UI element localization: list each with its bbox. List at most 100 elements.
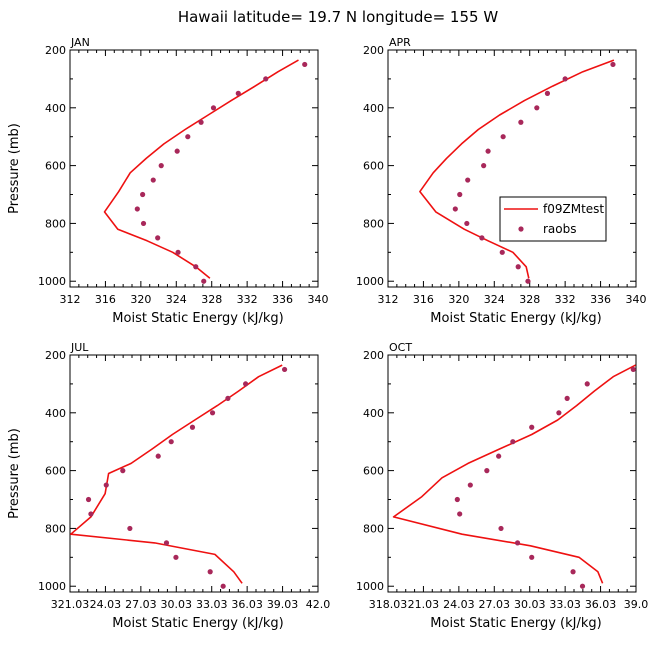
oct-x-axis-label: Moist Static Energy (kJ/kg) — [430, 616, 601, 631]
jul-y-tick-label: 200 — [45, 349, 66, 362]
jul-panel-label: JUL — [70, 341, 89, 354]
jan-plot-frame — [69, 49, 319, 288]
oct-y-tick-label: 400 — [363, 407, 384, 420]
oct-y-tick-label: 800 — [363, 522, 384, 535]
jul-x-tick-label: 42.0 — [306, 598, 331, 611]
jul-raob-point — [155, 453, 161, 459]
apr-y-tick-label: 400 — [363, 102, 384, 115]
jul-model-line — [70, 364, 283, 584]
jul-x-tick-label: 36.03 — [231, 598, 263, 611]
apr-raob-point — [457, 191, 463, 198]
jul-x-tick-label: 30.03 — [161, 598, 193, 611]
jan-raob-point — [150, 177, 156, 183]
oct-raob-point — [564, 395, 570, 401]
oct-raob-point — [570, 569, 576, 575]
jul-x-tick-label: 27.03 — [125, 598, 157, 611]
apr-raob-point — [518, 119, 524, 125]
oct-x-tick-label: 36.03 — [585, 598, 617, 611]
apr-raob-point — [515, 264, 521, 270]
oct-raob-point — [457, 511, 463, 517]
jan-y-tick-label: 1000 — [38, 275, 66, 288]
jan-raob-point — [175, 249, 181, 255]
oct-raob-point — [454, 496, 460, 503]
apr-panel-label: APR — [389, 36, 411, 49]
oct-raob-point — [496, 453, 502, 459]
legend: f09ZMtest raobs — [499, 196, 607, 242]
apr-y-tick-label: 200 — [363, 44, 384, 57]
oct-raob-point — [514, 540, 521, 546]
oct-plot-frame — [387, 354, 637, 593]
jan-raob-point — [155, 235, 161, 241]
apr-raob-point — [525, 278, 531, 284]
apr-x-axis-label: Moist Static Energy (kJ/kg) — [430, 311, 601, 326]
jan-y-tick-label: 600 — [45, 160, 66, 173]
jan-raob-point — [210, 105, 217, 111]
jan-raob-point — [158, 163, 164, 169]
oct-raob-point — [510, 439, 516, 445]
panel-jul: JUL 321.03 24.03 27.03 30.03 33.03 36.03 39.03 4… — [7, 341, 330, 631]
jul-x-tick-label: 39.03 — [267, 598, 299, 611]
oct-raob-point — [498, 525, 504, 532]
jan-raob-point — [140, 191, 146, 198]
jul-raob-point — [85, 496, 92, 503]
jul-x-tick-label: 321.03 — [51, 598, 90, 611]
apr-raob-point — [464, 220, 470, 227]
jul-raob-point — [281, 366, 288, 373]
jul-raob-point — [103, 482, 109, 488]
apr-raob-point — [500, 134, 506, 140]
jul-y-axis-label: Pressure (mb) — [7, 428, 22, 519]
jan-raob-point — [302, 61, 308, 68]
apr-x-tick-label: 320 — [448, 293, 469, 306]
jul-y-tick-label: 600 — [45, 465, 66, 478]
jul-raob-point — [243, 381, 249, 387]
legend-box — [499, 196, 607, 242]
jul-y-tick-label: 400 — [45, 407, 66, 420]
jul-raob-point — [163, 540, 170, 546]
jul-raob-point — [220, 583, 226, 589]
jul-x-tick-label: 33.03 — [196, 598, 228, 611]
apr-raob-point — [479, 235, 485, 241]
legend-point-label: raobs — [543, 222, 577, 236]
apr-raob-point — [452, 206, 458, 212]
legend-line-label: f09ZMtest — [543, 202, 604, 216]
jan-y-tick-label: 800 — [45, 217, 66, 230]
jul-raob-point — [120, 468, 126, 474]
apr-x-tick-label: 312 — [378, 293, 399, 306]
jul-x-tick-label: 24.03 — [90, 598, 122, 611]
jan-y-tick-label: 200 — [45, 44, 66, 57]
jan-x-tick-label: 332 — [237, 293, 258, 306]
jan-panel-label: JAN — [70, 36, 90, 49]
apr-model-line — [419, 59, 615, 279]
apr-raob-point — [465, 177, 471, 183]
apr-x-tick-label: 332 — [555, 293, 576, 306]
panel-oct: OCT 318.03 21.03 24.03 27.03 30.03 33.03 36.03 3… — [356, 341, 648, 631]
jan-x-tick-label: 336 — [272, 293, 293, 306]
apr-x-tick-label: 316 — [413, 293, 434, 306]
jan-model-line — [103, 59, 299, 279]
jul-y-tick-label: 1000 — [38, 580, 66, 593]
jan-y-axis-label: Pressure (mb) — [7, 123, 22, 214]
legend-point-swatch — [518, 226, 524, 232]
jan-raob-point — [263, 76, 269, 82]
oct-raob-point — [630, 366, 636, 373]
oct-y-tick-label: 600 — [363, 465, 384, 478]
jan-raob-point — [235, 90, 241, 96]
jan-x-tick-label: 328 — [201, 293, 222, 306]
jan-x-tick-label: 320 — [130, 293, 151, 306]
jul-y-tick-label: 800 — [45, 522, 66, 535]
jan-raob-point — [193, 264, 199, 270]
oct-model-line — [392, 364, 636, 584]
jan-y-tick-label: 400 — [45, 102, 66, 115]
oct-x-tick-label: 21.03 — [408, 598, 440, 611]
oct-x-tick-label: 24.03 — [443, 598, 475, 611]
apr-raob-point — [499, 249, 505, 255]
oct-x-tick-label: 39.0 — [624, 598, 648, 611]
apr-x-tick-label: 336 — [590, 293, 611, 306]
oct-raob-point — [584, 381, 590, 387]
oct-raob-point — [579, 583, 586, 589]
oct-x-tick-label: 33.03 — [549, 598, 581, 611]
oct-raob-point — [529, 554, 535, 560]
oct-raob-point — [467, 482, 473, 488]
jul-x-axis-label: Moist Static Energy (kJ/kg) — [112, 616, 283, 631]
